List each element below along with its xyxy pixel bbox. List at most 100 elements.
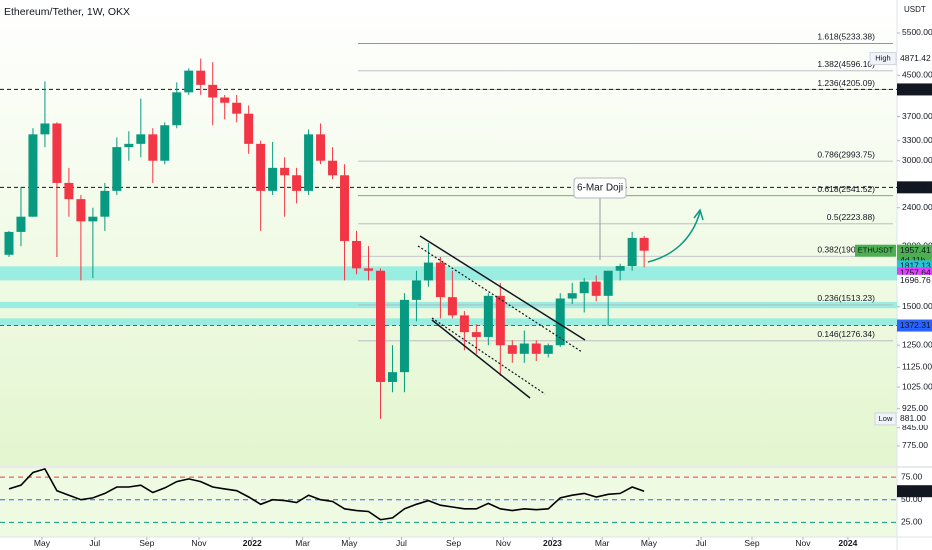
candle-body <box>4 231 14 255</box>
candle-body <box>615 266 625 271</box>
price-label-box <box>897 83 932 96</box>
candle-body <box>328 160 338 176</box>
fib-level-label: 0.618(2541.52) <box>817 184 875 194</box>
y-tick-label: 1500.00 <box>902 301 932 311</box>
candle-body <box>543 345 553 354</box>
candle-body <box>40 123 50 135</box>
y-tick-label: 5500.00 <box>902 27 932 37</box>
price-tag: ETHUSDT <box>858 246 894 255</box>
candle-body <box>100 190 110 217</box>
price-label: 1372.31 <box>900 320 931 330</box>
x-tick-label: 2023 <box>543 538 562 548</box>
fib-level-label: 1.618(5233.38) <box>817 32 875 42</box>
rsi <box>0 467 897 523</box>
candle-body <box>124 143 134 148</box>
main-pane <box>0 0 897 466</box>
x-tick-label: Nov <box>496 538 512 548</box>
x-tick-label: Mar <box>295 538 310 548</box>
candle-body <box>268 167 278 191</box>
y-tick-label: 845.00 <box>902 422 928 432</box>
candle-body <box>603 270 613 296</box>
price-label: 4871.42 <box>900 53 931 63</box>
candle-body <box>172 92 182 126</box>
candle-body <box>256 143 266 191</box>
x-tick-label: 2022 <box>243 538 262 548</box>
price-label: 1957.41 <box>900 245 931 255</box>
price-label: 1696.76 <box>900 275 931 285</box>
price-label-box <box>897 412 932 425</box>
y-tick-label: 1125.00 <box>902 362 932 372</box>
price-tag: Low <box>879 414 893 423</box>
candle-body <box>387 372 397 382</box>
price-label-box <box>897 274 932 287</box>
rsi-last-box <box>897 485 932 498</box>
x-tick-label: Nov <box>191 538 207 548</box>
rsi-last-label: 59.42 <box>900 485 922 495</box>
axes: 75.00 50.00 25.00 59.42 5500.00 4500.00 3700.0… <box>34 27 932 548</box>
channel-bottom <box>431 319 531 399</box>
candle-body <box>28 134 38 217</box>
candle-body <box>52 123 62 183</box>
y-tick-label: 3300.00 <box>902 135 932 145</box>
candle-body <box>244 113 254 144</box>
price-label-box <box>897 52 932 65</box>
candle-body <box>112 147 122 191</box>
rsi-tick-label: 50.00 <box>901 494 923 504</box>
candle-body <box>280 167 290 176</box>
candle-body <box>447 297 457 316</box>
candle-body <box>148 134 158 161</box>
candle-body <box>519 343 529 354</box>
candle-body <box>16 216 26 232</box>
y-tick-label: 3000.00 <box>902 155 932 165</box>
candle-body <box>292 175 302 191</box>
candle-body <box>507 345 517 354</box>
candle-body <box>555 298 565 346</box>
x-tick-label: Jul <box>696 538 707 548</box>
rsi-line <box>8 467 645 521</box>
candle-body <box>411 280 421 300</box>
candle-body <box>136 134 146 144</box>
price-label: 881.00 <box>900 413 926 423</box>
candle-body <box>352 240 362 269</box>
y-tick-label: 4500.00 <box>902 70 932 80</box>
candle-body <box>399 299 409 373</box>
fib-level-label: 0.236(1513.23) <box>817 293 875 303</box>
y-tick-label: 1250.00 <box>902 339 932 349</box>
candle-body <box>88 216 98 222</box>
x-tick-label: Nov <box>795 538 811 548</box>
chart-title: Ethereum/Tether, 1W, OKX <box>4 6 130 18</box>
fib-level-label: 0.786(2993.75) <box>817 149 875 159</box>
x-tick-label: Sep <box>446 538 461 548</box>
arrow-head <box>693 208 704 221</box>
y-tick-label: 775.00 <box>902 440 928 450</box>
price-tag: High <box>875 54 890 63</box>
price-label-box <box>897 181 932 194</box>
candle-body <box>567 293 577 299</box>
candle-body <box>76 199 86 222</box>
candle-body <box>483 295 493 337</box>
x-tick-label: Jul <box>396 538 407 548</box>
channel-top <box>419 235 586 341</box>
annotation: 6-Mar Doji <box>577 183 623 194</box>
price-tag-box <box>869 52 897 66</box>
candle-body <box>184 70 194 93</box>
candle-body <box>364 268 374 271</box>
x-tick-label: May <box>34 538 51 548</box>
price-label-sub: 4d 11h <box>900 255 926 265</box>
y-tick-label: 2400.00 <box>902 202 932 212</box>
candle-body <box>531 343 541 354</box>
x-tick-label: May <box>641 538 658 548</box>
candle-body <box>64 182 74 200</box>
x-tick-label: Sep <box>744 538 759 548</box>
candle-body <box>591 281 601 296</box>
zone <box>0 266 897 281</box>
price-tag-box <box>855 244 896 257</box>
rsi-tick-label: 25.00 <box>901 517 923 527</box>
price-label-box <box>897 319 932 332</box>
y-tick-label: 1025.00 <box>902 381 932 391</box>
x-tick-label: Jul <box>89 538 100 548</box>
candles <box>4 58 649 419</box>
fib-level-label: 0.5(2223.88) <box>827 212 875 222</box>
candle-body <box>639 237 649 251</box>
